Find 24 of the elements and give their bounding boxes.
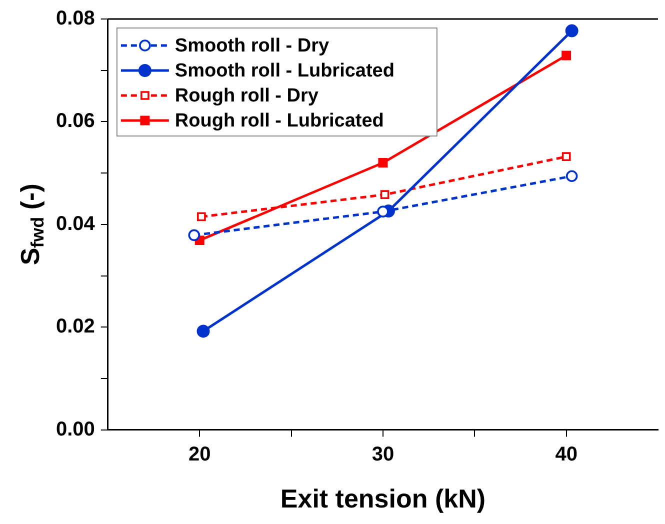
x-axis-title: Exit tension (kN) [280,484,486,514]
y-tick-label: 0.00 [56,418,95,440]
point [188,229,200,242]
point [197,212,206,222]
point [378,158,388,168]
point [565,24,578,38]
x-tick-label: 30 [372,443,394,466]
x-tick-label: 40 [555,443,578,466]
y-tick-label: 0.04 [56,212,96,235]
legend-label: Rough roll - Dry [174,86,319,107]
legend-label: Smooth roll - Lubricated [174,60,394,82]
point [196,324,210,338]
legend-label: Smooth roll - Dry [174,36,330,57]
y-axis-title: Sfwd (-) [15,184,48,266]
y-tick-label: 0.08 [56,8,95,30]
point [380,190,390,200]
point [562,152,571,162]
point [562,50,572,60]
point [377,206,389,218]
y-tick-label: 0.06 [56,110,95,132]
y-tick-label: 0.02 [56,316,95,338]
x-tick-label: 20 [188,443,211,466]
point [566,170,578,182]
legend-label: Rough roll - Lubricated [174,110,384,132]
